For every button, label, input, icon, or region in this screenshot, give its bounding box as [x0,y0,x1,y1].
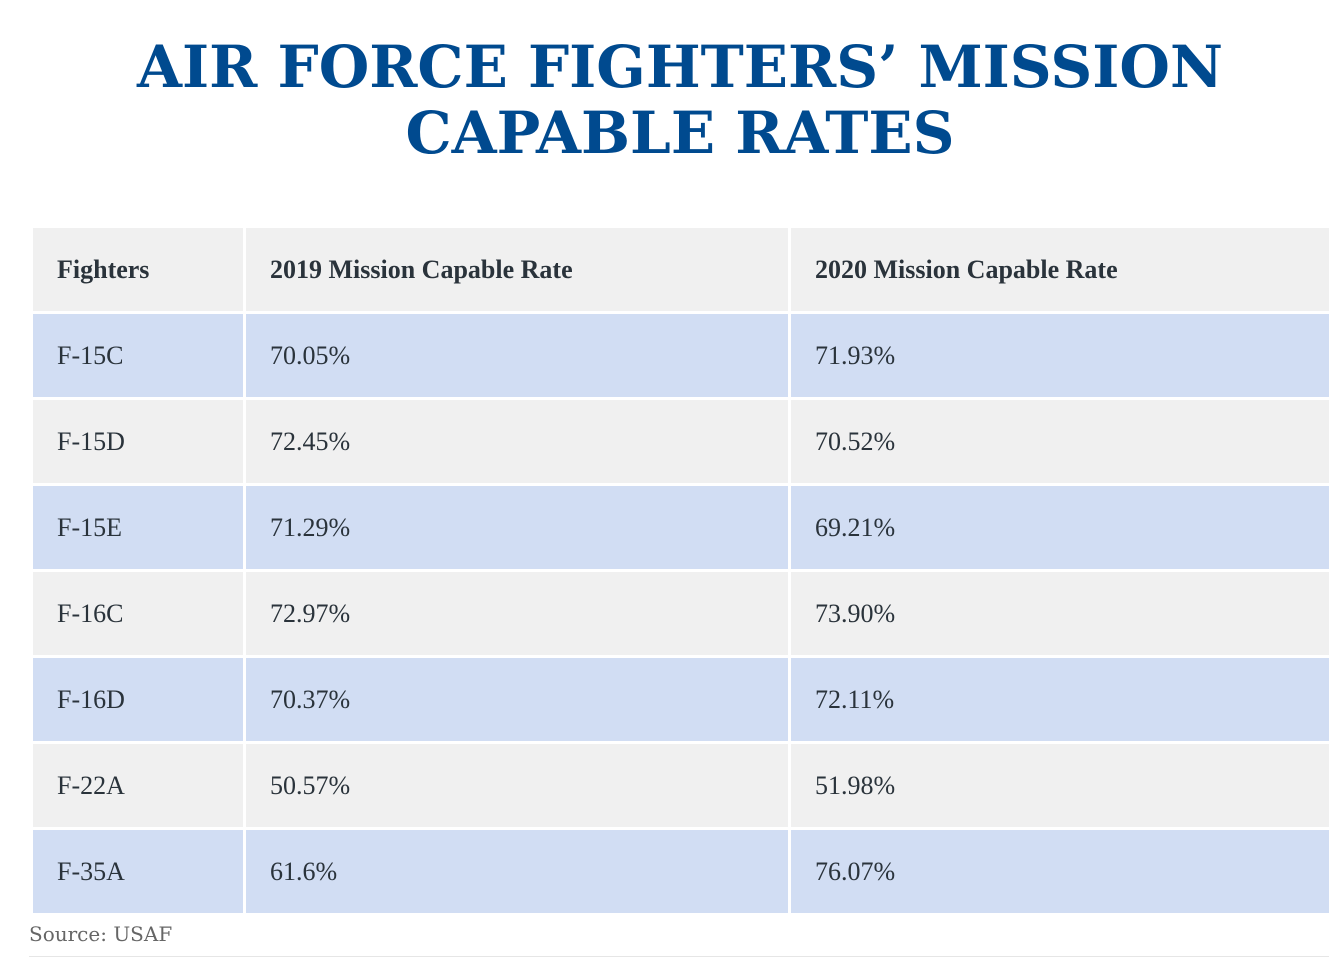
page-title: AIR FORCE FIGHTERS’ MISSION CAPABLE RATE… [0,34,1344,166]
table-row: F-15E 71.29% 69.21% [33,486,1329,569]
fighter-cell: F-22A [33,744,243,827]
table-row: F-22A 50.57% 51.98% [33,744,1329,827]
table-row: F-16C 72.97% 73.90% [33,572,1329,655]
rate-2020-cell: 76.07% [791,830,1329,913]
rate-2020-cell: 69.21% [791,486,1329,569]
rate-2019-cell: 50.57% [246,744,788,827]
title-line-1: AIR FORCE FIGHTERS’ MISSION [137,33,1223,101]
fighter-cell: F-16D [33,658,243,741]
rate-2019-cell: 71.29% [246,486,788,569]
rate-2019-cell: 61.6% [246,830,788,913]
table-row: F-35A 61.6% 76.07% [33,830,1329,913]
fighter-cell: F-35A [33,830,243,913]
table-row: F-15C 70.05% 71.93% [33,314,1329,397]
rate-2019-cell: 72.97% [246,572,788,655]
table-row: F-16D 70.37% 72.11% [33,658,1329,741]
rate-2019-cell: 70.05% [246,314,788,397]
fighter-cell: F-15C [33,314,243,397]
rate-2019-cell: 72.45% [246,400,788,483]
header-2020-rate: 2020 Mission Capable Rate [791,228,1329,311]
fighter-cell: F-15D [33,400,243,483]
rate-2019-cell: 70.37% [246,658,788,741]
divider [29,956,1329,957]
header-fighters: Fighters [33,228,243,311]
mission-capable-table: Fighters 2019 Mission Capable Rate 2020 … [30,225,1332,916]
header-2019-rate: 2019 Mission Capable Rate [246,228,788,311]
rate-2020-cell: 73.90% [791,572,1329,655]
table-row: F-15D 72.45% 70.52% [33,400,1329,483]
source-caption: Source: USAF [29,922,173,946]
rate-2020-cell: 71.93% [791,314,1329,397]
rate-2020-cell: 72.11% [791,658,1329,741]
rate-2020-cell: 51.98% [791,744,1329,827]
fighter-cell: F-16C [33,572,243,655]
fighter-cell: F-15E [33,486,243,569]
title-line-2: CAPABLE RATES [405,99,955,167]
rate-2020-cell: 70.52% [791,400,1329,483]
table-header-row: Fighters 2019 Mission Capable Rate 2020 … [33,228,1329,311]
